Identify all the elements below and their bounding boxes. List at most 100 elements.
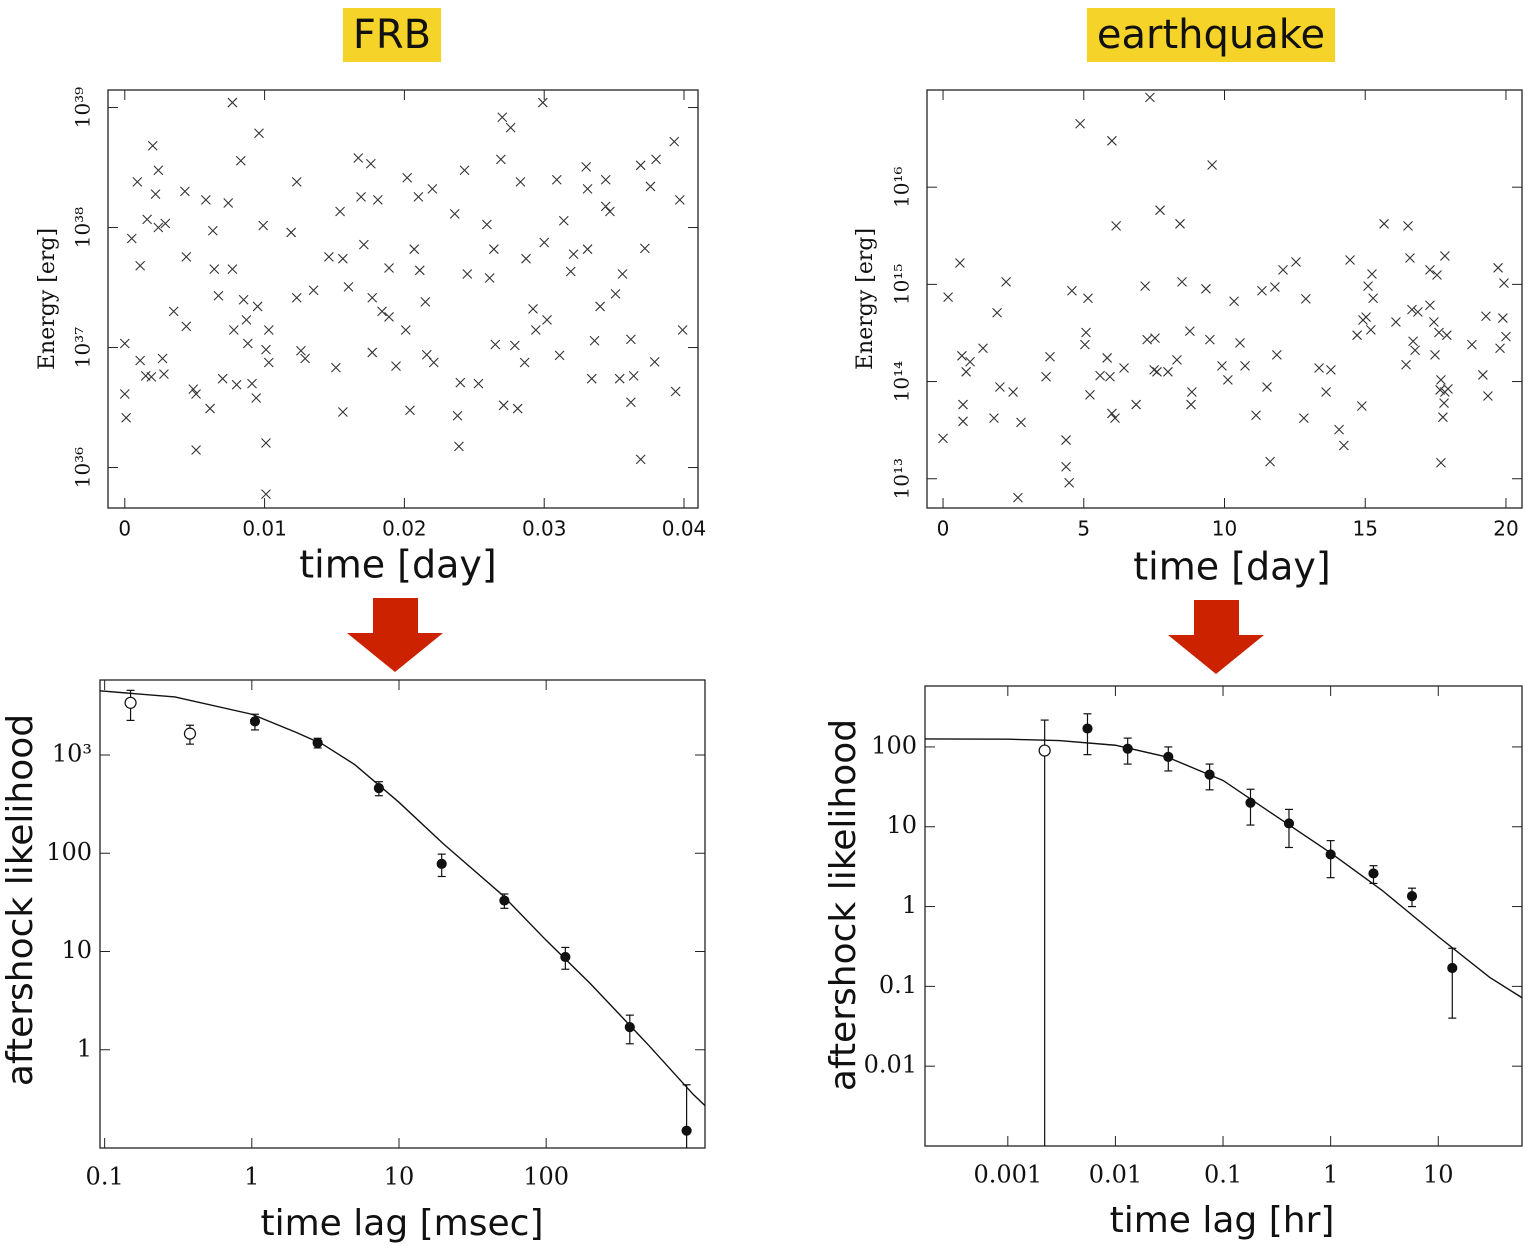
- point: [1016, 417, 1026, 428]
- y-tick-label: 100: [871, 731, 917, 759]
- x-tick-label: 10: [1212, 517, 1237, 541]
- point: [978, 343, 988, 354]
- point: [1172, 355, 1182, 365]
- point: [414, 265, 425, 276]
- point: [1045, 351, 1055, 362]
- point: [992, 307, 1002, 318]
- point: [1251, 410, 1261, 421]
- point: [1425, 300, 1435, 311]
- point: [247, 378, 257, 389]
- point: [454, 441, 464, 452]
- point: [958, 399, 968, 410]
- x-tick-label: 15: [1353, 517, 1378, 541]
- point: [635, 454, 646, 465]
- open-point: [124, 696, 137, 709]
- point: [1262, 382, 1272, 392]
- point: [400, 325, 411, 335]
- point: [1083, 293, 1093, 304]
- point: [1265, 456, 1275, 467]
- point: [337, 407, 348, 417]
- point: [1061, 461, 1071, 472]
- point: [1186, 387, 1197, 397]
- point: [1365, 325, 1376, 335]
- point: [157, 353, 168, 364]
- point: [1367, 269, 1377, 279]
- point: [191, 445, 201, 455]
- point: [1140, 281, 1151, 291]
- point: [1425, 264, 1435, 275]
- point: [1447, 962, 1458, 974]
- point: [639, 243, 650, 254]
- point: [261, 489, 271, 500]
- point: [331, 362, 341, 373]
- point: [1001, 277, 1011, 287]
- point: [1107, 135, 1117, 146]
- point: [1240, 360, 1250, 371]
- y-tick-label: 0.1: [879, 971, 917, 999]
- point: [324, 251, 334, 262]
- point: [1483, 391, 1493, 401]
- point: [150, 189, 161, 199]
- point: [263, 325, 274, 335]
- point: [600, 201, 611, 212]
- point: [142, 214, 153, 225]
- point: [428, 357, 439, 368]
- point: [582, 244, 593, 255]
- point: [488, 244, 499, 255]
- point: [1283, 818, 1295, 829]
- x-tick-label: 20: [1493, 517, 1518, 541]
- point: [1432, 270, 1442, 280]
- point: [1155, 205, 1165, 216]
- point: [1430, 350, 1440, 360]
- point: [132, 177, 143, 187]
- point: [1111, 220, 1122, 231]
- point: [1271, 350, 1282, 360]
- point: [581, 162, 592, 172]
- point: [955, 258, 965, 268]
- x-tick-label: 5: [1077, 517, 1090, 541]
- point: [645, 181, 656, 192]
- point: [1119, 363, 1129, 373]
- point: [565, 266, 576, 277]
- y-axis-label: Energy [erg]: [35, 228, 60, 370]
- plot-frame: [926, 89, 1523, 509]
- point: [1163, 366, 1173, 377]
- point: [436, 858, 447, 869]
- point: [1326, 364, 1336, 375]
- plot-area: [100, 689, 705, 1148]
- point: [373, 783, 384, 794]
- point: [1345, 255, 1355, 265]
- point: [1314, 363, 1324, 373]
- x-axis-label: time [day]: [299, 543, 496, 587]
- point: [449, 208, 460, 219]
- point: [1477, 370, 1488, 380]
- point: [181, 321, 192, 332]
- point: [337, 253, 348, 264]
- point: [251, 393, 262, 403]
- point: [1407, 304, 1417, 315]
- plot-area: [119, 97, 688, 500]
- point: [1122, 743, 1133, 754]
- point: [1257, 285, 1267, 296]
- x-tick-label: 0.01: [242, 517, 287, 541]
- point: [1408, 336, 1418, 347]
- point: [1356, 401, 1367, 411]
- point: [205, 403, 215, 414]
- point: [296, 345, 306, 356]
- chart-title: FRB: [353, 12, 431, 58]
- point: [209, 264, 220, 275]
- point: [188, 384, 199, 395]
- point: [1363, 281, 1373, 291]
- point: [249, 716, 261, 727]
- point: [452, 410, 463, 421]
- point: [943, 292, 953, 302]
- point: [223, 198, 234, 208]
- point: [1131, 399, 1142, 410]
- point: [1501, 331, 1511, 342]
- point: [252, 301, 263, 312]
- point: [1201, 283, 1211, 294]
- point: [669, 136, 680, 147]
- point: [1391, 317, 1401, 327]
- point: [1406, 891, 1418, 902]
- point: [560, 951, 571, 963]
